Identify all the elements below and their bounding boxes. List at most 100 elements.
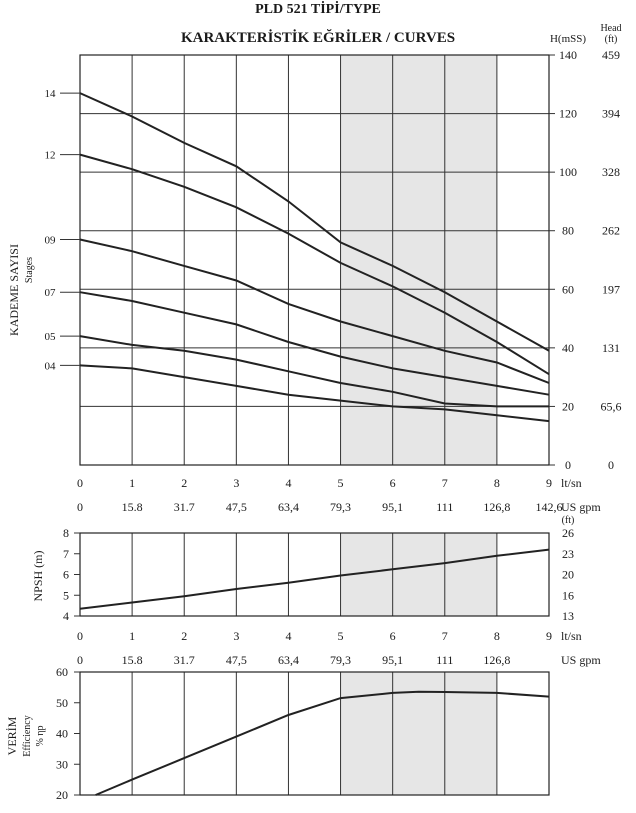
head-ft-tick-label: 65,6 [601, 399, 622, 413]
head-ft-tick-label: 459 [602, 48, 620, 62]
x-tick-label-ltsn: 8 [494, 476, 500, 490]
efficiency-tick-label: 20 [56, 788, 68, 802]
npsh-axis-label: NPSH (m) [31, 550, 45, 601]
head-curve-stage-14 [79, 92, 550, 352]
x-axis-label-ltsn: lt/sn [561, 476, 582, 490]
head-curve-stage-05 [79, 335, 549, 408]
efficiency-tick-label: 50 [56, 696, 68, 710]
head-curve-stage-12 [79, 153, 550, 376]
x-tick-label-ltsn: 9 [546, 476, 552, 490]
npsh-m-tick-label: 6 [63, 568, 69, 582]
stage-label: 07 [45, 287, 57, 299]
head-mss-tick-label: 60 [562, 282, 574, 296]
x-tick-label-usgpm: 47,5 [226, 500, 247, 514]
x-tick-label-usgpm: 63,4 [278, 500, 299, 514]
x-tick-label-usgpm: 31.7 [174, 500, 195, 514]
stage-label: 04 [45, 360, 57, 372]
stages-axis-label: KADEME SAYISI [7, 244, 21, 336]
x-tick-label-ltsn: 1 [129, 476, 135, 490]
npsh-m-tick-label: 8 [63, 526, 69, 540]
head-chart: 020406080100120140065,613119726232839445… [7, 23, 622, 514]
head-curve-stage-09 [79, 238, 550, 384]
head-curve-stage-04 [79, 364, 550, 423]
x-tick-label-usgpm: 95,1 [382, 500, 403, 514]
npsh-ft-tick-label: 16 [562, 588, 574, 602]
chart-title: KARAKTERİSTİK EĞRİLER / CURVES [181, 29, 455, 46]
operating-range-shade [340, 533, 497, 616]
head-ft-tick-label: 0 [608, 458, 614, 472]
npsh-ft-tick-label: 26 [562, 526, 574, 540]
x-tick-label-usgpm: 111 [436, 500, 453, 514]
x-tick-label-usgpm: 95,1 [382, 653, 403, 667]
npsh-ft-tick-label: 23 [562, 547, 574, 561]
operating-range-shade [340, 672, 497, 795]
x-tick-label-usgpm: 31.7 [174, 653, 195, 667]
x-tick-label-ltsn: 7 [442, 629, 448, 643]
x-tick-label-ltsn: 3 [233, 476, 239, 490]
head-mss-tick-label: 140 [559, 48, 577, 62]
x-tick-label-ltsn: 2 [181, 629, 187, 643]
x-tick-label-usgpm: 63,4 [278, 653, 299, 667]
x-tick-label-usgpm: 79,3 [330, 500, 351, 514]
plot-frame [79, 54, 550, 466]
npsh-m-tick-label: 7 [63, 547, 69, 561]
x-axis-label-usgpm: US gpm [561, 500, 601, 514]
x-tick-label-ltsn: 1 [129, 629, 135, 643]
head-mss-axis-label: H(mSS) [550, 33, 586, 45]
x-tick-label-usgpm: 79,3 [330, 653, 351, 667]
npsh-curve [79, 548, 550, 610]
x-tick-label-usgpm: 126,8 [483, 653, 510, 667]
npsh-ft-tick-label: 20 [562, 568, 574, 582]
stage-label: 12 [45, 150, 56, 162]
head-ft-tick-label: 394 [602, 107, 620, 121]
head-curve-stage-07 [79, 291, 550, 396]
efficiency-axis-unit: % ηp [35, 725, 46, 746]
x-tick-label-usgpm: 47,5 [226, 653, 247, 667]
npsh-m-tick-label: 4 [63, 609, 69, 623]
efficiency-chart: 20 30 40 50 60 VERİM Efficiency% ηp [5, 665, 550, 802]
x-tick-label-usgpm: 0 [77, 653, 83, 667]
x-tick-label-ltsn: 4 [285, 476, 291, 490]
x-tick-label-usgpm: 15.8 [122, 500, 143, 514]
head-mss-tick-label: 40 [562, 341, 574, 355]
x-tick-label-usgpm: 111 [436, 653, 453, 667]
head-mss-tick-label: 0 [565, 458, 571, 472]
x-tick-label-usgpm: 15.8 [122, 653, 143, 667]
efficiency-tick-label: 40 [56, 727, 68, 741]
head-ft-axis-unit: (ft) [605, 34, 618, 45]
x-tick-label-ltsn: 6 [390, 476, 396, 490]
efficiency-curve [95, 690, 550, 796]
x-tick-label-ltsn: 8 [494, 629, 500, 643]
stage-label: 14 [45, 88, 57, 100]
efficiency-tick-label: 60 [56, 665, 68, 679]
stages-axis-sublabel: Stages [24, 257, 35, 283]
head-ft-tick-label: 197 [602, 282, 620, 296]
x-tick-label-ltsn: 3 [233, 629, 239, 643]
efficiency-tick-label: 30 [56, 757, 68, 771]
x-tick-label-ltsn: 5 [338, 629, 344, 643]
x-axis-label-ltsn: lt/sn [561, 629, 582, 643]
npsh-ft-axis-label: (ft) [562, 515, 575, 526]
x-tick-label-ltsn: 2 [181, 476, 187, 490]
x-axis-label-usgpm: US gpm [561, 653, 601, 667]
model-title: PLD 521 TİPİ/TYPE [255, 0, 381, 17]
head-ft-axis-label: Head [600, 23, 621, 34]
head-ft-tick-label: 262 [602, 224, 620, 238]
npsh-m-tick-label: 5 [63, 588, 69, 602]
x-tick-label-ltsn: 4 [285, 629, 291, 643]
head-ft-tick-label: 328 [602, 165, 620, 179]
efficiency-axis-label: VERİM [5, 716, 19, 755]
x-tick-label-ltsn: 5 [338, 476, 344, 490]
x-tick-label-ltsn: 7 [442, 476, 448, 490]
head-mss-tick-label: 100 [559, 165, 577, 179]
stage-label: 09 [45, 235, 57, 247]
head-mss-tick-label: 20 [562, 399, 574, 413]
npsh-ft-tick-label: 13 [562, 609, 574, 623]
x-tick-label-ltsn: 6 [390, 629, 396, 643]
x-tick-label-usgpm: 126,8 [483, 500, 510, 514]
efficiency-axis-sublabel: Efficiency [22, 715, 33, 756]
head-ft-tick-label: 131 [602, 341, 620, 355]
x-tick-label-ltsn: 0 [77, 476, 83, 490]
